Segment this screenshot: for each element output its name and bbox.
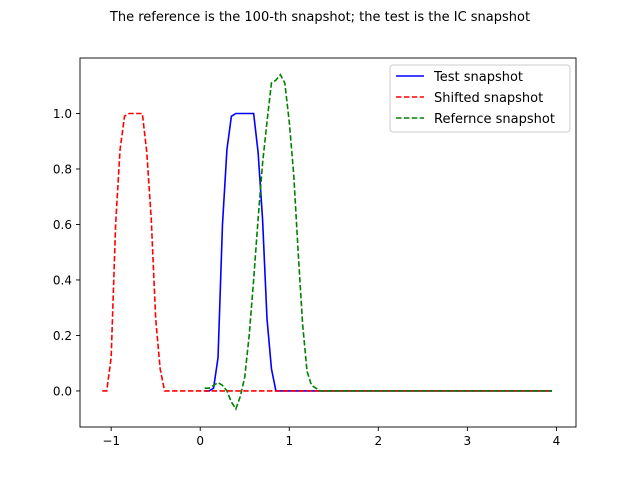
legend: Test snapshot Shifted snapshot Refernce sn…: [389, 64, 571, 133]
y-tick-label: 0.8: [53, 162, 72, 176]
chart-title: The reference is the 100-th snapshot; th…: [109, 10, 530, 25]
y-tick-label: 1.0: [53, 107, 72, 121]
x-tick-label: 4: [553, 434, 561, 448]
x-tick-label: 3: [464, 434, 472, 448]
x-tick-label: 2: [374, 434, 382, 448]
y-tick-label: 0.2: [53, 329, 72, 343]
axes-group: −1 0 1 2 3 4 0.0 0.2 0.4 0.6 0.8 1.0: [53, 57, 577, 448]
plot-series-group: [102, 73, 552, 411]
x-tick-label: 0: [196, 434, 204, 448]
series-line-3: [204, 73, 552, 411]
y-tick-label: 0.0: [53, 384, 72, 398]
x-tick-label: 1: [285, 434, 293, 448]
axes-frame: [79, 57, 577, 428]
legend-box: [389, 64, 571, 133]
legend-label-3: Refernce snapshot: [434, 112, 555, 127]
y-tick-label: 0.4: [53, 273, 72, 287]
legend-label-1: Test snapshot: [433, 70, 523, 85]
x-tick-label: −1: [102, 434, 120, 448]
y-tick-label: 0.6: [53, 218, 72, 232]
legend-label-2: Shifted snapshot: [434, 91, 543, 106]
